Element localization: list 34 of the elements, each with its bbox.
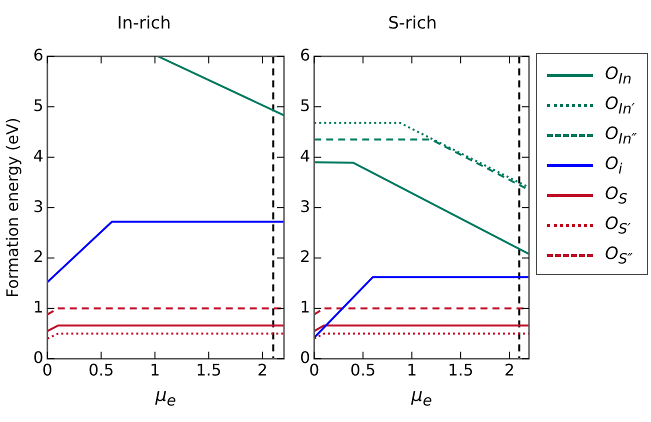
y-tick-label: 6	[300, 46, 310, 65]
y-tick-label: 1	[300, 298, 310, 317]
y-tick-label: 4	[300, 146, 310, 166]
y-tick-label: 5	[300, 96, 310, 115]
y-axis-title: Formation energy (eV)	[2, 118, 22, 298]
chart-title: S-rich	[388, 14, 437, 34]
legend-label: O$_{S″}$	[605, 244, 633, 268]
legend-label: O$_{S}$	[605, 184, 628, 208]
x-tick-label: 2	[504, 360, 515, 380]
x-tick-label: 1	[406, 360, 417, 380]
y-tick-label: 3	[300, 196, 310, 216]
y-tick-label: 0	[300, 348, 310, 367]
y-tick-label: 4	[33, 146, 44, 166]
y-tick-label: 0	[33, 348, 44, 367]
y-tick-label: 3	[33, 196, 44, 216]
x-axis-title: μ$_{e}$	[411, 384, 432, 410]
chart-title: In-rich	[117, 14, 171, 34]
y-tick-label: 6	[33, 46, 44, 65]
x-tick-label: 2	[257, 360, 268, 380]
legend-label: O$_{In′}$	[605, 94, 635, 118]
legend-label: O$_{In}$	[605, 64, 632, 88]
legend-label: O$_{In″}$	[605, 124, 637, 148]
x-tick-label: 0.5	[350, 360, 376, 380]
x-tick-label: 1	[150, 360, 160, 380]
y-tick-label: 2	[300, 247, 310, 266]
legend-label: O$_{S′}$	[605, 214, 631, 238]
y-tick-label: 1	[33, 298, 44, 317]
x-tick-label: 1.5	[448, 360, 474, 380]
y-tick-label: 2	[33, 247, 44, 266]
x-tick-label: 1.5	[196, 360, 222, 380]
y-tick-label: 5	[33, 96, 44, 115]
x-tick-label: 0.5	[88, 360, 114, 380]
legend-label: O$_{i}$	[605, 154, 622, 178]
x-axis-title: μ$_{e}$	[155, 384, 176, 410]
